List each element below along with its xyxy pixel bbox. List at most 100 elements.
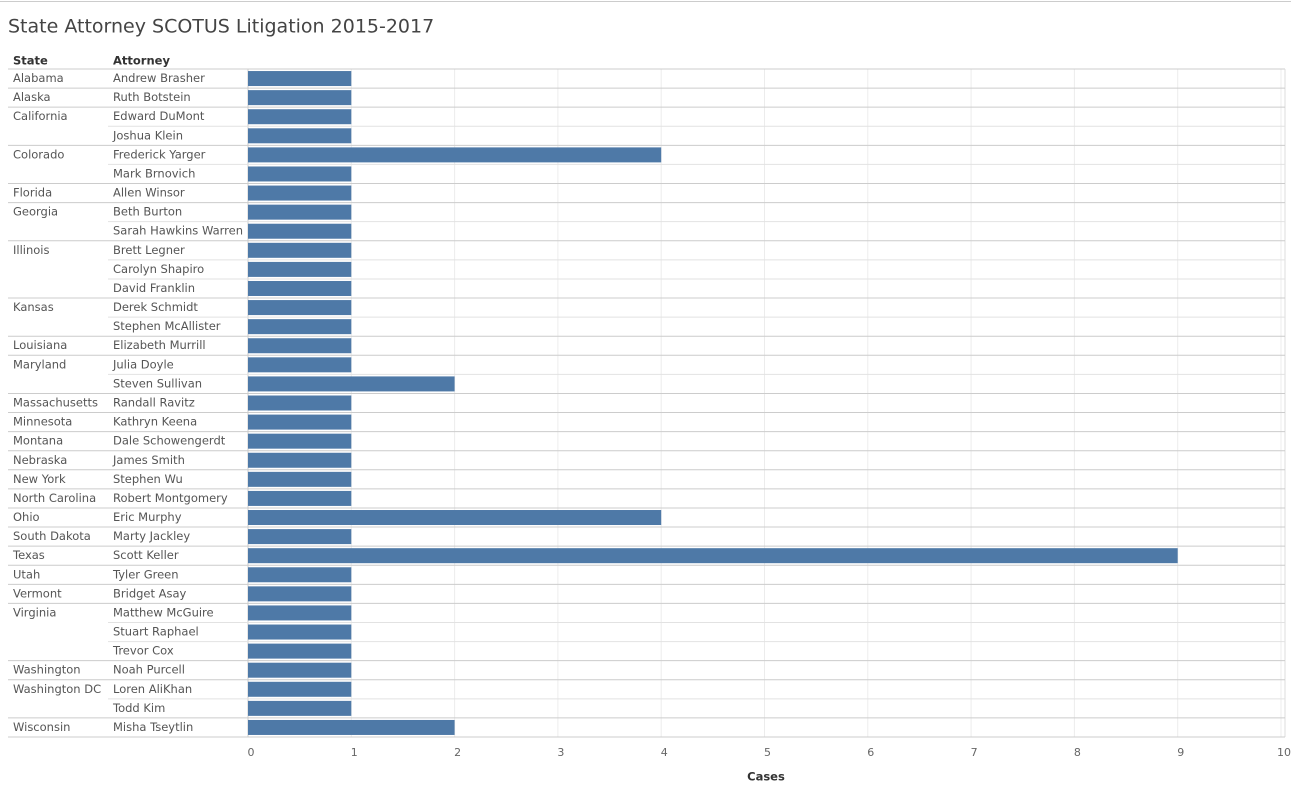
chart-title: State Attorney SCOTUS Litigation 2015-20… [8, 16, 434, 38]
state-label: Georgia [13, 205, 58, 219]
x-tick-label: 9 [1177, 746, 1184, 759]
attorney-label: Stephen Wu [113, 472, 183, 486]
bar [248, 71, 352, 87]
attorney-label: Derek Schmidt [113, 300, 198, 314]
state-label: Massachusetts [13, 396, 98, 410]
bar [248, 204, 352, 220]
bar [248, 376, 455, 392]
bar [248, 490, 352, 506]
attorney-label: Ruth Botstein [113, 90, 191, 104]
attorney-label: James Smith [112, 453, 185, 467]
attorney-label: Scott Keller [113, 548, 179, 562]
bar [248, 452, 352, 468]
attorney-label: Kathryn Keena [113, 415, 197, 429]
attorney-label: Robert Montgomery [113, 491, 228, 505]
bar [248, 109, 352, 125]
attorney-label: Elizabeth Murrill [113, 338, 206, 352]
state-label: Florida [13, 186, 52, 200]
attorney-label: Dale Schowengerdt [113, 434, 226, 448]
state-label: Colorado [13, 147, 64, 161]
bar [248, 128, 352, 144]
bar [248, 280, 352, 296]
bar [248, 261, 352, 277]
bar [248, 529, 352, 545]
state-label: Washington DC [13, 682, 101, 696]
attorney-label: Trevor Cox [112, 644, 174, 658]
bar [248, 223, 352, 239]
bar [248, 147, 662, 163]
state-label: Texas [12, 548, 45, 562]
bar [248, 395, 352, 411]
bar [248, 510, 662, 526]
attorney-label: Misha Tseytlin [113, 720, 193, 734]
bar [248, 681, 352, 697]
attorney-label: Stephen McAllister [113, 319, 221, 333]
state-label: Vermont [13, 586, 62, 600]
bar [248, 700, 352, 716]
bar [248, 586, 352, 602]
state-label: Ohio [13, 510, 40, 524]
state-label: New York [13, 472, 66, 486]
x-tick-label: 2 [454, 746, 461, 759]
attorney-label: Joshua Klein [112, 128, 183, 142]
attorney-label: Eric Murphy [113, 510, 182, 524]
x-axis-title: Cases [747, 770, 785, 784]
bar [248, 471, 352, 487]
x-tick-label: 10 [1277, 746, 1291, 759]
attorney-label: Mark Brnovich [113, 166, 195, 180]
bar [248, 414, 352, 430]
attorney-label: Marty Jackley [113, 529, 190, 543]
attorney-label: Steven Sullivan [113, 376, 202, 390]
attorney-label: Matthew McGuire [113, 605, 214, 619]
bar [248, 662, 352, 678]
attorney-label: Andrew Brasher [113, 71, 205, 85]
state-label: California [13, 109, 68, 123]
bar [248, 242, 352, 258]
bar [248, 357, 352, 373]
attorney-label: Beth Burton [113, 205, 182, 219]
x-tick-label: 1 [351, 746, 358, 759]
state-label: Wisconsin [13, 720, 70, 734]
state-label: Maryland [13, 357, 66, 371]
bar [248, 319, 352, 335]
attorney-label: Stuart Raphael [113, 625, 199, 639]
x-tick-label: 3 [557, 746, 564, 759]
attorney-label: Todd Kim [112, 701, 165, 715]
bar [248, 166, 352, 182]
attorney-label: Tyler Green [112, 567, 179, 581]
attorney-label: David Franklin [113, 281, 195, 295]
state-label: South Dakota [13, 529, 91, 543]
bar [248, 90, 352, 106]
attorney-label: Randall Ravitz [113, 396, 195, 410]
attorney-label: Noah Purcell [113, 663, 185, 677]
column-header: Attorney [113, 54, 170, 68]
attorney-label: Bridget Asay [113, 586, 187, 600]
x-tick-label: 8 [1074, 746, 1081, 759]
bar [248, 624, 352, 640]
x-tick-label: 7 [971, 746, 978, 759]
bar [248, 567, 352, 583]
state-label: Montana [13, 434, 63, 448]
state-label: Nebraska [13, 453, 67, 467]
state-label: Illinois [13, 243, 50, 257]
bar [248, 643, 352, 659]
state-label: Alaska [13, 90, 51, 104]
bar [248, 185, 352, 201]
state-label: Utah [13, 567, 40, 581]
attorney-label: Sarah Hawkins Warren [113, 224, 243, 238]
attorney-label: Edward DuMont [113, 109, 205, 123]
bar [248, 338, 352, 354]
state-label: Virginia [13, 605, 56, 619]
x-tick-label: 5 [764, 746, 771, 759]
bar [248, 300, 352, 316]
state-label: Alabama [13, 71, 64, 85]
bar [248, 548, 1178, 564]
x-tick-label: 4 [661, 746, 668, 759]
attorney-label: Brett Legner [113, 243, 185, 257]
attorney-label: Carolyn Shapiro [113, 262, 204, 276]
attorney-label: Julia Doyle [112, 357, 174, 371]
attorney-label: Allen Winsor [113, 186, 185, 200]
x-tick-label: 6 [867, 746, 874, 759]
bar [248, 433, 352, 449]
